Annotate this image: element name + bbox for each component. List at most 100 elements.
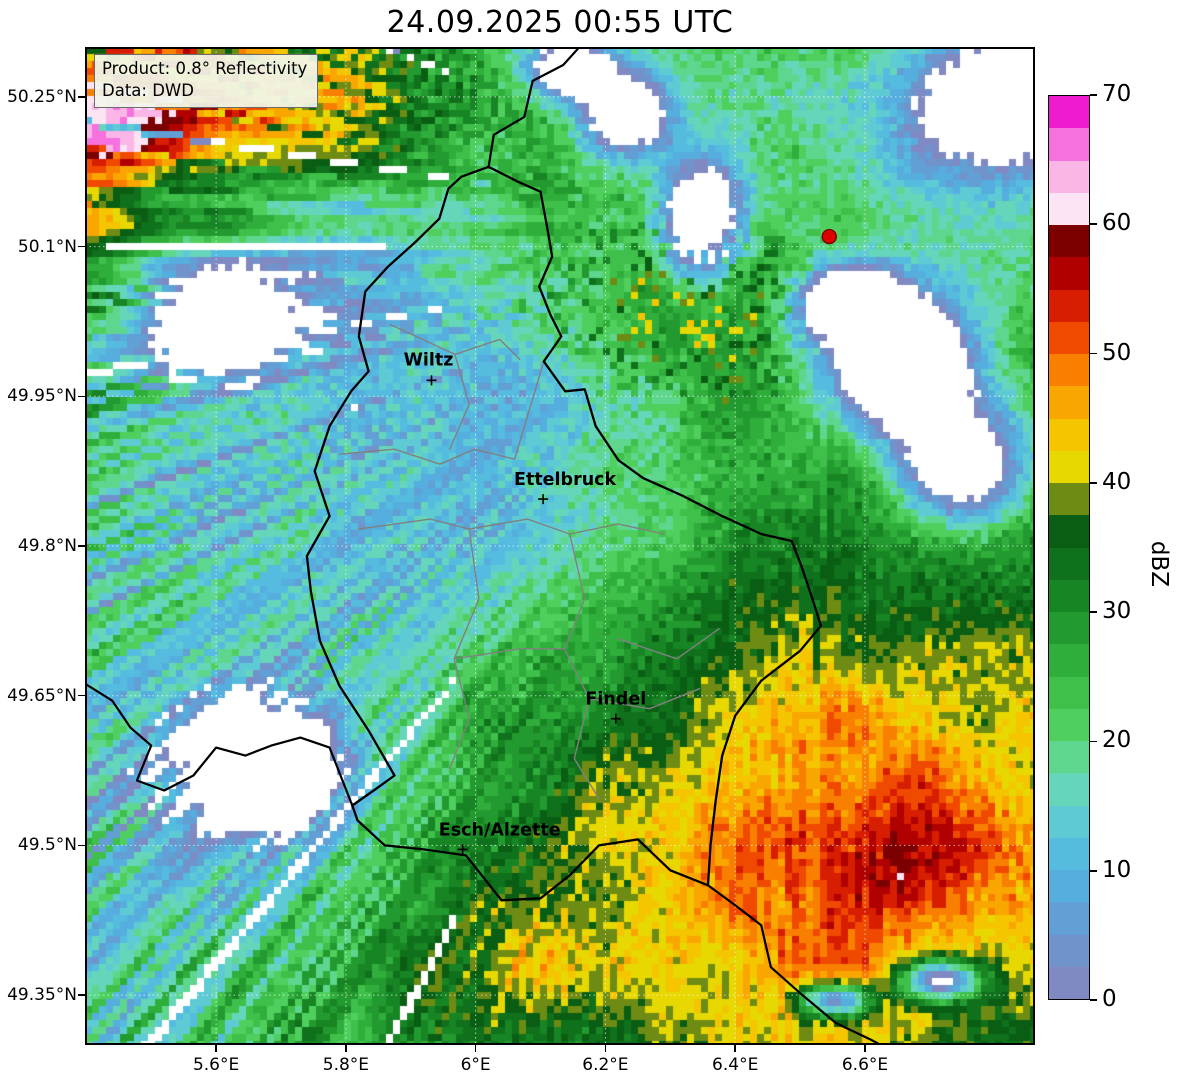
city-marker (457, 844, 468, 855)
canton-border (449, 528, 480, 770)
colorbar-band (1049, 515, 1089, 548)
colorbar-band (1049, 225, 1089, 258)
map-area: Wiltz Ettelbruck Findel Esch/Alzette Produc… (85, 47, 1035, 1045)
colorbar (1048, 95, 1090, 1000)
colorbar-band (1049, 579, 1089, 612)
canton-border (453, 648, 566, 660)
canton-border (617, 628, 720, 660)
colorbar-tick-label: 30 (1102, 598, 1132, 625)
lon-tick-label: 6.2°E (582, 1055, 629, 1075)
colorbar-band (1049, 612, 1089, 645)
country-border (706, 884, 884, 1045)
lon-tick-label: 6.4°E (712, 1055, 759, 1075)
lon-tick-mark (474, 1045, 477, 1052)
colorbar-band (1049, 483, 1089, 516)
lon-tick-mark (345, 1045, 347, 1052)
city-label: Wiltz (404, 350, 454, 370)
canton-border (449, 353, 470, 450)
colorbar-tick-mark (1090, 611, 1097, 613)
canton-border (358, 518, 665, 535)
colorbar-tick-mark (1090, 352, 1097, 355)
colorbar-band (1049, 450, 1089, 483)
lat-tick-label: 49.5°N (17, 835, 77, 856)
colorbar-band (1049, 837, 1089, 870)
colorbar-tick-label: 0 (1102, 986, 1117, 1012)
colorbar-tick-mark (1090, 94, 1097, 96)
product-info-box: Product: 0.8° Reflectivity Data: DWD (94, 54, 319, 108)
lon-tick-mark (604, 1045, 607, 1052)
lon-tick-label: 5.8°E (322, 1055, 370, 1075)
colorbar-band (1049, 934, 1089, 967)
country-border (85, 682, 354, 807)
colorbar-band (1049, 870, 1089, 903)
colorbar-band (1049, 386, 1089, 419)
colorbar-tick-label: 70 (1102, 81, 1132, 107)
colorbar-band (1049, 289, 1089, 322)
colorbar-tick-mark (1090, 999, 1097, 1001)
colorbar-band (1049, 418, 1089, 451)
colorbar-tick-mark (1090, 740, 1097, 743)
colorbar-band (1049, 192, 1089, 225)
colorbar-tick-label: 20 (1102, 727, 1132, 754)
colorbar-band (1049, 354, 1089, 387)
lat-tick-mark (78, 844, 85, 847)
product-info-line: Product: 0.8° Reflectivity (102, 59, 308, 78)
country-border (487, 47, 581, 168)
colorbar-tick-mark (1090, 869, 1097, 872)
colorbar-band (1049, 773, 1089, 806)
lat-tick-label: 49.65°N (7, 685, 77, 706)
colorbar-tick-label: 60 (1102, 210, 1132, 237)
colorbar-band (1049, 741, 1089, 774)
city-marker (426, 375, 437, 386)
lon-tick-mark (215, 1045, 217, 1052)
colorbar-band (1049, 644, 1089, 677)
colorbar-band (1049, 96, 1089, 129)
lat-tick-mark (78, 395, 85, 398)
radar-site-dot (821, 228, 837, 245)
canton-border (389, 323, 521, 361)
colorbar-tick-mark (1090, 482, 1097, 484)
city-label: Ettelbruck (514, 470, 617, 490)
colorbar-band (1049, 321, 1089, 354)
city-marker (610, 713, 621, 724)
city-label: Esch/Alzette (439, 820, 561, 840)
canton-border (563, 533, 600, 800)
colorbar-band (1049, 966, 1089, 999)
colorbar-band (1049, 160, 1089, 193)
colorbar-band (1049, 257, 1089, 290)
plot-title: 24.09.2025 00:55 UTC (386, 5, 734, 40)
colorbar-tick-label: 10 (1102, 856, 1132, 883)
lon-tick-mark (734, 1045, 736, 1052)
lat-tick-mark (78, 245, 85, 248)
lat-tick-mark (78, 694, 85, 697)
canton-border (588, 688, 701, 710)
colorbar-tick-mark (1090, 223, 1097, 226)
map-overlay: Wiltz Ettelbruck Findel Esch/Alzette (85, 47, 1035, 1045)
colorbar-band (1049, 708, 1089, 741)
lat-tick-label: 50.25°N (7, 86, 77, 107)
lat-tick-label: 49.8°N (17, 536, 77, 556)
colorbar-unit-label: dBZ (1146, 540, 1172, 588)
city-marker (538, 494, 549, 505)
colorbar-tick-label: 40 (1102, 468, 1132, 495)
luxembourg-border (305, 165, 823, 902)
colorbar-band (1049, 128, 1089, 161)
lat-tick-mark (78, 96, 85, 98)
lat-tick-mark (78, 545, 85, 547)
colorbar-band (1049, 676, 1089, 709)
lon-tick-label: 6.6°E (841, 1055, 889, 1075)
colorbar-band (1049, 547, 1089, 580)
colorbar-band (1049, 902, 1089, 935)
colorbar-band (1049, 805, 1089, 838)
colorbar-tick-label: 50 (1102, 339, 1132, 366)
canton-border (338, 360, 545, 465)
lat-tick-mark (78, 994, 85, 996)
lon-tick-mark (864, 1045, 866, 1052)
lat-tick-label: 49.35°N (7, 985, 77, 1006)
colorbar-gradient (1049, 96, 1089, 999)
city-label: Findel (585, 690, 646, 710)
data-source-line: Data: DWD (102, 80, 194, 100)
lon-tick-label: 6°E (460, 1055, 491, 1075)
lat-tick-label: 50.1°N (17, 236, 77, 257)
